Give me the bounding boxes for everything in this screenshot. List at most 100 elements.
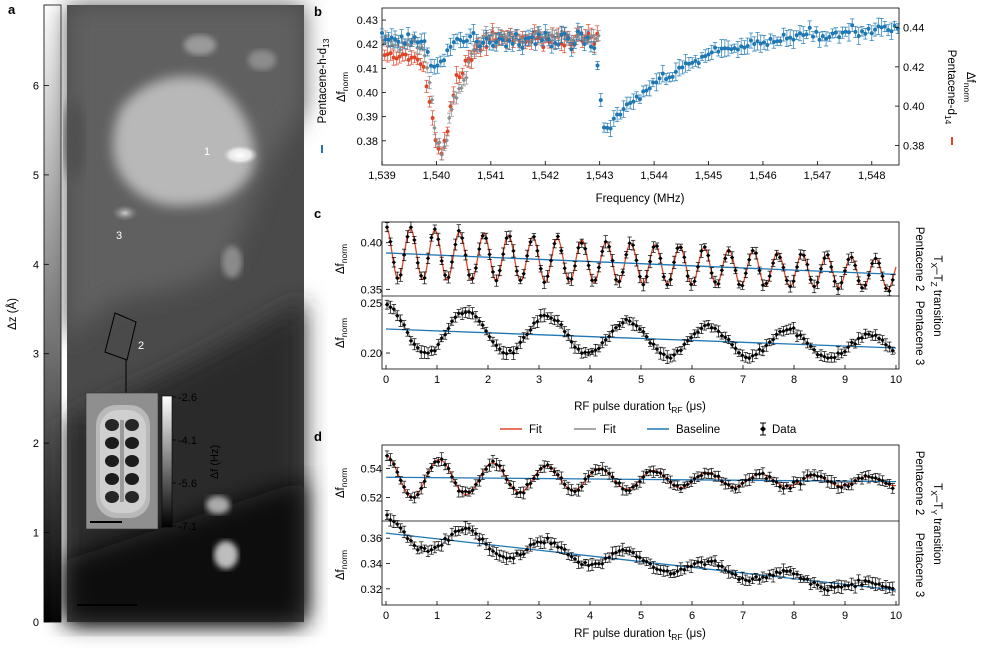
b-blue-point bbox=[578, 26, 584, 42]
d-top-data-point bbox=[740, 479, 745, 488]
d-xticks-10: 10 bbox=[890, 610, 902, 622]
d-bot-data-point bbox=[531, 539, 537, 549]
b-ytick-left-5: 0.43 bbox=[357, 15, 378, 27]
b-grey-point bbox=[461, 74, 467, 87]
b-red-point bbox=[394, 51, 399, 66]
b-blue-point bbox=[836, 30, 842, 44]
d-bot-data-point bbox=[805, 575, 810, 583]
d-top-data-point bbox=[876, 473, 882, 486]
c-bot-data-point bbox=[712, 324, 718, 333]
d-bot-data-point bbox=[863, 576, 868, 585]
legend-data-marker bbox=[760, 422, 766, 436]
c-top-data-point bbox=[678, 243, 684, 252]
d-bot-data-point bbox=[459, 526, 465, 534]
b-red-point bbox=[424, 79, 429, 93]
d-bot-data-point bbox=[767, 569, 772, 580]
b-blue-point bbox=[399, 29, 404, 44]
c-bot-data-point bbox=[388, 300, 393, 314]
c-xticks-1: 1 bbox=[434, 374, 440, 386]
c-top-data-point bbox=[692, 276, 697, 286]
c-top-data-point bbox=[767, 270, 772, 282]
c-top-data-point bbox=[760, 279, 766, 291]
c-top-data-point bbox=[706, 249, 711, 262]
b-blue-point bbox=[494, 33, 499, 52]
c-top-data-point bbox=[842, 267, 848, 275]
c-bot-data-point bbox=[692, 329, 697, 339]
b-xtick-2: 1,541 bbox=[477, 170, 505, 182]
b-blue-point bbox=[843, 26, 848, 37]
c-bot-data-point bbox=[422, 346, 427, 359]
b-blue-point bbox=[817, 31, 822, 48]
d-top-data-point bbox=[627, 487, 632, 495]
b-blue-point bbox=[856, 27, 861, 45]
svg-text:Δfnorm: Δfnorm bbox=[335, 468, 349, 498]
b-blue-point bbox=[438, 55, 443, 68]
c-bot-data-point bbox=[538, 308, 543, 323]
d-top-data-point bbox=[483, 465, 489, 473]
d-top-data-point bbox=[805, 469, 810, 482]
b-blue-point bbox=[608, 119, 613, 138]
b-blue-point bbox=[634, 91, 639, 102]
b-blue-point bbox=[863, 28, 868, 40]
c-top-data-point bbox=[835, 282, 841, 295]
b-blue-point bbox=[435, 57, 440, 74]
c-top-data-point bbox=[764, 279, 769, 287]
c-bot-data-point bbox=[483, 326, 489, 336]
panel-d-letter: d bbox=[314, 429, 322, 444]
d-top-data-point bbox=[801, 471, 807, 486]
d-bot-data-point bbox=[760, 571, 766, 583]
c-bot-data-point bbox=[685, 336, 690, 346]
c-bot-data-point bbox=[398, 314, 403, 327]
b-blue-point bbox=[735, 41, 741, 58]
b-blue-point bbox=[680, 60, 685, 75]
b-blue-point bbox=[797, 25, 803, 42]
d-top-data-point bbox=[487, 458, 492, 472]
c-bot-data-point bbox=[805, 338, 810, 349]
b-blue-point bbox=[484, 30, 489, 47]
c-bot-data-point bbox=[617, 321, 622, 330]
c-top-data-point bbox=[682, 251, 687, 264]
d-top-data-point bbox=[719, 477, 725, 486]
d-top-data-point bbox=[398, 476, 403, 485]
b-blue-point bbox=[386, 31, 391, 48]
d-top-data-point bbox=[852, 477, 858, 485]
d-top-data-point bbox=[692, 473, 697, 484]
b-blue-point bbox=[513, 29, 519, 39]
d-bot-baseline bbox=[385, 532, 897, 591]
c-top-data-point bbox=[699, 244, 704, 258]
b-blue-point bbox=[872, 22, 878, 37]
d-top-data-point bbox=[716, 470, 721, 482]
c-bot-data-point bbox=[555, 314, 561, 327]
d-top-data-point bbox=[548, 464, 554, 473]
b-blue-point bbox=[405, 27, 411, 42]
d-xticks-0: 0 bbox=[383, 610, 389, 622]
d-bot-data-point bbox=[528, 537, 533, 552]
c-bot-data-point bbox=[729, 341, 735, 349]
b-blue-point bbox=[882, 21, 888, 32]
d-xticks-2: 2 bbox=[485, 610, 491, 622]
d-bot-data-point bbox=[736, 576, 742, 583]
b-blue-point bbox=[804, 30, 809, 39]
b-blue-point bbox=[729, 44, 734, 54]
c-top-data-point bbox=[586, 260, 591, 270]
d-top-ytick-1: 0.54 bbox=[361, 464, 382, 476]
b-blue-point bbox=[696, 58, 701, 69]
d-bot-data-point bbox=[695, 556, 701, 568]
panel-c-bottom-ylabel: Δfnorm bbox=[335, 318, 349, 348]
panel-d-bottom-ylabel: Δfnorm bbox=[335, 550, 349, 580]
d-top-data-point bbox=[562, 480, 567, 489]
c-bot-data-point bbox=[736, 348, 742, 357]
c-bot-ytick-0: 0.20 bbox=[361, 348, 382, 360]
b-red-point bbox=[406, 54, 411, 66]
d-top-data-point bbox=[593, 464, 598, 476]
c-bot-data-point bbox=[449, 316, 455, 326]
b-blue-point bbox=[396, 35, 401, 49]
d-top-data-point bbox=[661, 469, 666, 483]
d-bot-data-point bbox=[750, 573, 755, 584]
colorbar-tick-3: 3 bbox=[33, 349, 39, 361]
c-bot-data-point bbox=[706, 320, 711, 330]
c-top-baseline bbox=[385, 252, 897, 276]
d-bot-data-point bbox=[818, 582, 824, 593]
d-bot-data-point bbox=[661, 565, 666, 577]
